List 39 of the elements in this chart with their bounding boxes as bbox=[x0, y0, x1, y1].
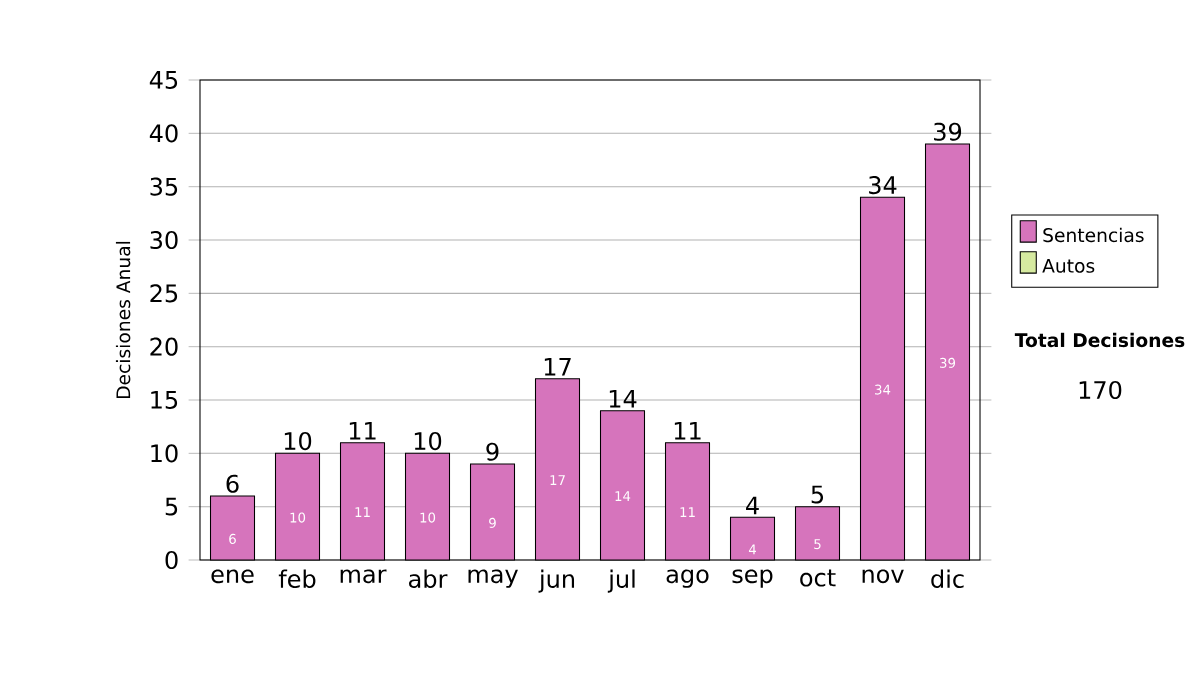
y-tick-label: 5 bbox=[165, 497, 178, 516]
text: 170 bbox=[1079, 380, 1122, 400]
total-label: 5 bbox=[811, 485, 824, 504]
legend-label: Sentencias bbox=[1043, 227, 1144, 243]
x-tick-label: abr bbox=[409, 569, 448, 588]
total-label: 34 bbox=[869, 175, 897, 195]
total-label: 14 bbox=[609, 389, 637, 408]
total-label: 39 bbox=[934, 122, 962, 141]
total-label: 17 bbox=[544, 357, 571, 376]
total-label: 11 bbox=[349, 421, 376, 440]
x-tick-label: sep bbox=[732, 569, 773, 588]
total-label: 11 bbox=[674, 421, 701, 440]
y-tick-label: 15 bbox=[151, 391, 178, 409]
y-tick-label: 45 bbox=[149, 71, 178, 89]
x-tick-label: nov bbox=[862, 569, 904, 584]
x-tick-label: dic bbox=[931, 569, 964, 588]
total-label: 6 bbox=[226, 474, 239, 493]
x-tick-label: ago bbox=[666, 569, 709, 588]
x-tick-label: mar bbox=[340, 569, 387, 584]
x-tick-label: feb bbox=[278, 569, 316, 588]
y-tick-label: 35 bbox=[150, 177, 178, 196]
text: Total Decisiones bbox=[1014, 332, 1185, 348]
total-label: 10 bbox=[414, 431, 442, 451]
x-tick-label: ene bbox=[211, 569, 254, 584]
total-label: 4 bbox=[746, 496, 759, 515]
y-tick-label: 25 bbox=[150, 284, 178, 303]
y-tick-label: 30 bbox=[150, 230, 178, 250]
y-axis-title: Decisiones Anual bbox=[115, 241, 131, 398]
total-label: 9 bbox=[486, 442, 499, 461]
y-tick-label: 10 bbox=[151, 444, 178, 463]
y-tick-label: 0 bbox=[165, 550, 178, 570]
legend-label: Autos bbox=[1042, 258, 1095, 273]
x-tick-label: jul bbox=[607, 569, 635, 593]
total-label: 10 bbox=[284, 431, 312, 451]
y-tick-label: 20 bbox=[150, 337, 178, 356]
x-tick-label: may bbox=[468, 569, 518, 588]
x-tick-label: jun bbox=[538, 569, 575, 593]
x-tick-label: oct bbox=[800, 569, 836, 587]
y-tick-label: 40 bbox=[149, 124, 178, 143]
